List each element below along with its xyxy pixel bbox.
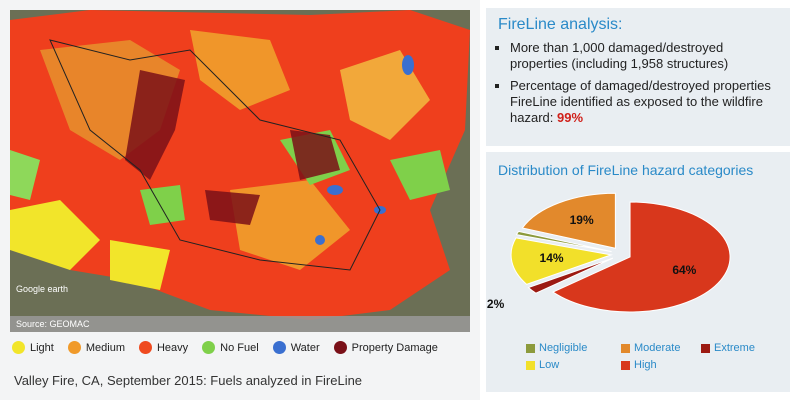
medium-fuel (230, 180, 350, 270)
source-bar (10, 316, 470, 332)
source: Source: GEOMAC (16, 319, 90, 329)
light-fuel (10, 200, 100, 270)
map-legend: Light Medium Heavy No Fuel Water Property Dam… (12, 341, 438, 354)
legend-label: Moderate (634, 342, 681, 354)
map-legend-label: Heavy (156, 341, 189, 354)
map-legend-item: Medium (67, 341, 125, 354)
map-panel: Google earth Source: GEOMAC Light Medium H… (0, 0, 480, 400)
light-fuel (110, 240, 170, 290)
legend-swatch (701, 343, 710, 353)
no-fuel (390, 150, 450, 200)
analysis-box: FireLine analysis: More than 1,000 damag… (486, 8, 790, 146)
legend-swatch (526, 343, 535, 353)
chart-title: Distribution of FireLine hazard categori… (498, 162, 754, 178)
bullet: More than 1,000 damaged/destroyed proper… (510, 40, 780, 72)
legend-label: High (634, 359, 657, 371)
data-label: 64% (672, 263, 696, 277)
analysis-title: FireLine analysis: (498, 16, 623, 33)
data-label: 19% (570, 213, 594, 227)
bullet-text: More than 1,000 damaged/destroyed proper… (510, 40, 729, 71)
no-fuel (10, 150, 40, 200)
map-legend-label: Water (290, 341, 320, 354)
map-legend-item: Light (12, 341, 54, 354)
pie-slice (510, 237, 614, 285)
map-legend-swatch (138, 341, 152, 354)
data-label: 2% (487, 297, 505, 311)
bullet: Percentage of damaged/destroyed properti… (510, 78, 780, 126)
map-legend-item: Property Damage (333, 341, 438, 354)
property-damage (125, 70, 185, 180)
pie-slice (551, 201, 731, 313)
bullet-text: Percentage of damaged/destroyed properti… (510, 78, 771, 125)
map-legend-label: Property Damage (351, 341, 438, 354)
legend-label: Extreme (714, 342, 755, 354)
map-legend-swatch (272, 341, 286, 354)
map-legend-swatch (12, 341, 25, 354)
map-legend-label: Light (30, 341, 54, 354)
legend-item: Extreme (701, 342, 755, 354)
legend-swatch (621, 360, 630, 370)
map-legend-label: No Fuel (220, 341, 259, 354)
map-legend-item: Water (272, 341, 320, 354)
map-legend-swatch (333, 341, 347, 354)
legend-swatch (526, 360, 535, 370)
legend-item: High (621, 359, 657, 371)
water (315, 235, 325, 245)
property-damage (205, 190, 260, 225)
medium-fuel (190, 30, 290, 110)
legend-item: Negligible (526, 342, 587, 354)
property-damage (290, 130, 340, 180)
legend-item: Moderate (621, 342, 680, 354)
legend-item: Low (526, 359, 559, 371)
data-label: 14% (540, 251, 564, 265)
map-legend-swatch (67, 341, 81, 354)
legend: High Extreme Low Negligible Moderate (526, 342, 766, 376)
water (402, 55, 414, 75)
legend-label: Low (539, 359, 560, 371)
caption: Valley Fire, CA, September 2015: Fuels a… (14, 373, 363, 388)
map-legend-item: No Fuel (202, 341, 259, 354)
highlight: 99% (556, 110, 584, 125)
map: Google earth Source: GEOMAC (10, 10, 470, 332)
legend-swatch (621, 343, 630, 353)
pie-chart: 64%2%14%1%19% (487, 192, 731, 313)
water (327, 185, 343, 195)
pie-slice (515, 230, 612, 253)
fire-perimeter (49, 39, 381, 271)
watermark: Google earth (16, 284, 68, 294)
chart-box: Distribution of FireLine hazard categori… (486, 152, 790, 392)
map-legend-item: Heavy (138, 341, 189, 354)
no-fuel (140, 185, 185, 225)
legend-label: Negligible (539, 342, 588, 354)
pie-slice (521, 192, 616, 249)
map-legend-label: Medium (85, 341, 125, 354)
analysis-list: More than 1,000 damaged/destroyed proper… (494, 40, 780, 132)
pie-slice (527, 257, 614, 294)
map-legend-swatch (202, 341, 216, 354)
